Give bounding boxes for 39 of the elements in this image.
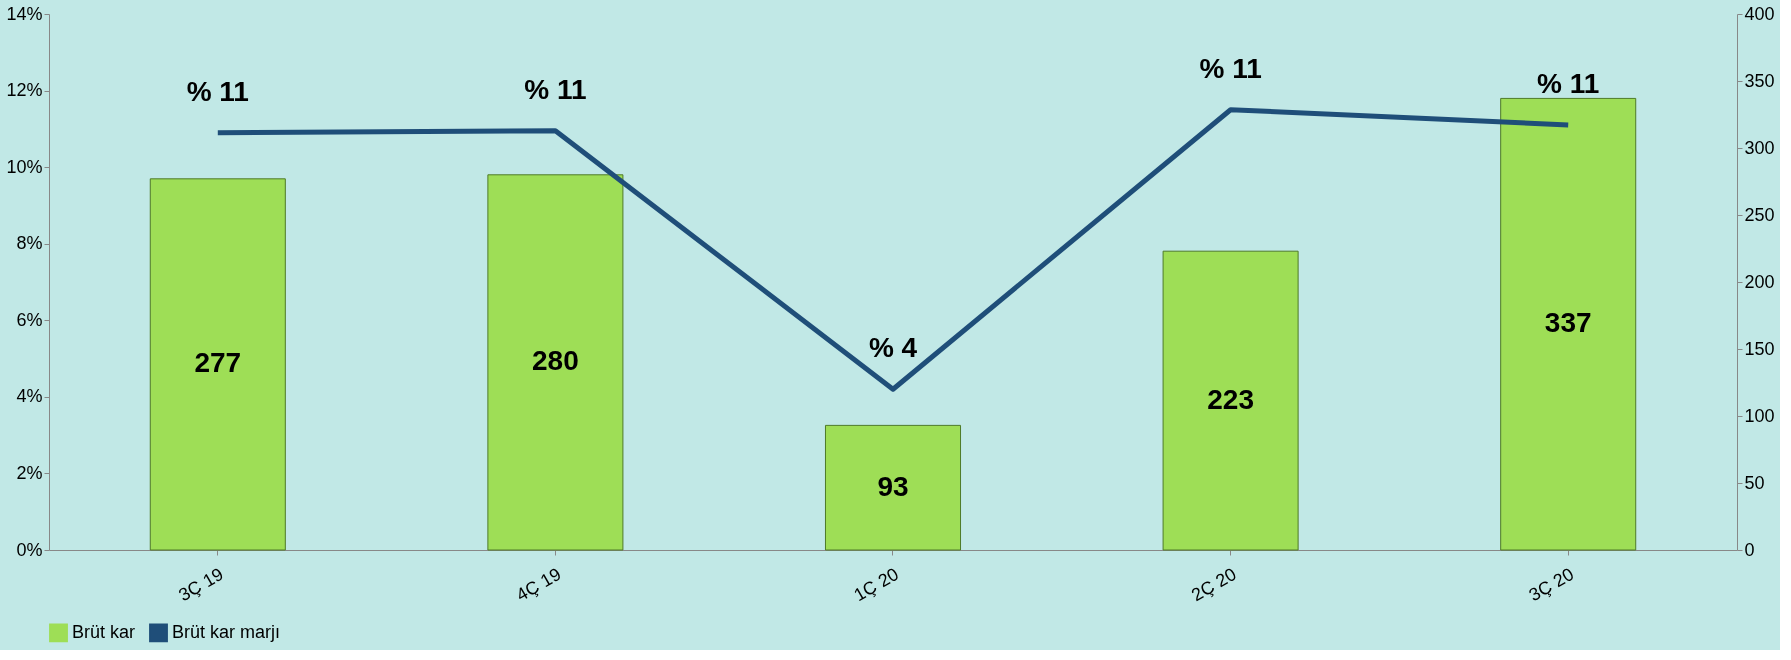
- data-label: 223: [1207, 383, 1254, 415]
- data-label: % 11: [524, 73, 587, 105]
- x-tick-label: 4Ç 19: [512, 563, 565, 606]
- y2-tick-label: 250: [1744, 204, 1775, 225]
- data-label: % 11: [1537, 68, 1600, 100]
- x-tick-label: 3Ç 19: [175, 563, 227, 606]
- bar: [1162, 250, 1299, 551]
- y2-tick-label: 0: [1744, 539, 1755, 560]
- legend-label: Brüt kar: [72, 621, 136, 642]
- y-tick-label: 4%: [16, 386, 43, 407]
- y-tick-label: 12%: [6, 80, 43, 101]
- y2-tick-label: 350: [1744, 70, 1775, 91]
- y-tick-label: 6%: [16, 309, 43, 330]
- data-label: % 11: [1199, 52, 1262, 84]
- y-tick-label: 8%: [16, 233, 43, 254]
- data-label: 93: [877, 470, 909, 502]
- x-tick-label: 1Ç 20: [850, 563, 902, 606]
- x-tick-label: 3Ç 20: [1525, 563, 1578, 606]
- y-tick-label: 0%: [16, 539, 43, 560]
- x-tick-label: 2Ç 20: [1187, 563, 1240, 606]
- data-label: % 4: [868, 332, 918, 364]
- y2-tick-label: 150: [1744, 338, 1775, 359]
- legend-label: Brüt kar marjı: [172, 621, 281, 642]
- y2-tick-label: 400: [1744, 3, 1775, 24]
- data-label: 337: [1544, 307, 1592, 339]
- data-label: % 11: [186, 75, 249, 107]
- bar: [149, 178, 286, 551]
- data-label: 277: [194, 347, 242, 379]
- y2-tick-label: 300: [1744, 137, 1775, 158]
- y-tick-label: 2%: [16, 462, 43, 483]
- y2-tick-label: 200: [1744, 271, 1775, 292]
- bar: [1500, 97, 1637, 551]
- y2-tick-label: 100: [1744, 405, 1775, 426]
- y-tick-label: 14%: [6, 3, 43, 24]
- bar: [487, 174, 624, 551]
- y-tick-label: 10%: [6, 156, 43, 177]
- bar: [824, 424, 962, 551]
- data-label: 280: [532, 345, 579, 377]
- y2-tick-label: 50: [1744, 472, 1765, 493]
